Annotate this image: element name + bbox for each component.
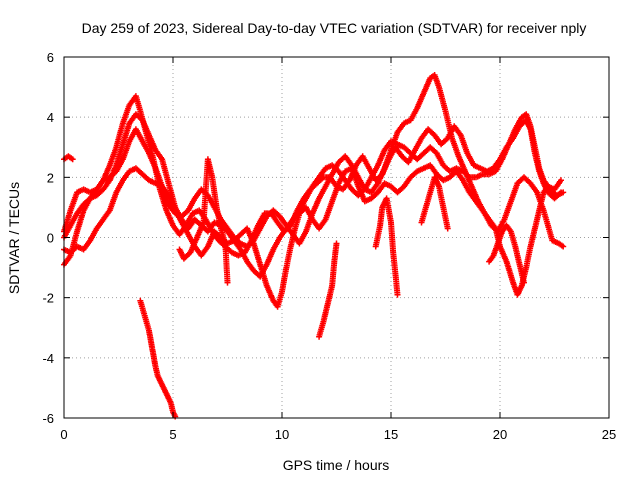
y-tick-label: -4 bbox=[42, 351, 54, 366]
data-point bbox=[69, 156, 76, 163]
x-tick-label: 0 bbox=[60, 427, 67, 442]
data-point bbox=[394, 291, 401, 298]
series-track-c bbox=[61, 153, 76, 163]
x-tick-label: 20 bbox=[493, 427, 507, 442]
x-tick-label: 15 bbox=[384, 427, 398, 442]
y-tick-label: 4 bbox=[47, 110, 54, 125]
data-point bbox=[224, 279, 231, 286]
tick-layer: 0 5 10 15 20 25 -6 -4 -2 0 2 4 6 bbox=[42, 50, 616, 442]
data-point bbox=[558, 177, 564, 184]
y-tick-label: -6 bbox=[42, 411, 54, 426]
x-axis-label: GPS time / hours bbox=[283, 457, 390, 473]
y-tick-label: 0 bbox=[47, 231, 54, 246]
data-point bbox=[333, 240, 340, 247]
data-point bbox=[560, 189, 567, 196]
x-tick-label: 10 bbox=[275, 427, 289, 442]
grid-layer bbox=[64, 57, 609, 418]
series-track-e bbox=[61, 111, 567, 280]
series-track-a bbox=[61, 93, 564, 268]
chart-title: Day 259 of 2023, Sidereal Day-to-day VTE… bbox=[82, 20, 587, 36]
data-layer bbox=[61, 72, 567, 420]
y-tick-label: -2 bbox=[42, 291, 54, 306]
data-point bbox=[560, 243, 567, 250]
series-track-j bbox=[418, 174, 451, 232]
x-tick-label: 5 bbox=[169, 427, 176, 442]
series-track-i bbox=[372, 195, 401, 298]
x-tick-label: 25 bbox=[602, 427, 616, 442]
y-axis-label: SDTVAR / TECUs bbox=[6, 182, 22, 294]
series-track-g bbox=[176, 156, 231, 286]
series-track-h bbox=[316, 240, 340, 340]
series-track-k bbox=[486, 222, 527, 286]
y-tick-label: 2 bbox=[47, 170, 54, 185]
data-point bbox=[444, 225, 451, 232]
series-track-f bbox=[137, 297, 179, 420]
data-point bbox=[521, 279, 527, 286]
y-tick-label: 6 bbox=[47, 50, 54, 65]
